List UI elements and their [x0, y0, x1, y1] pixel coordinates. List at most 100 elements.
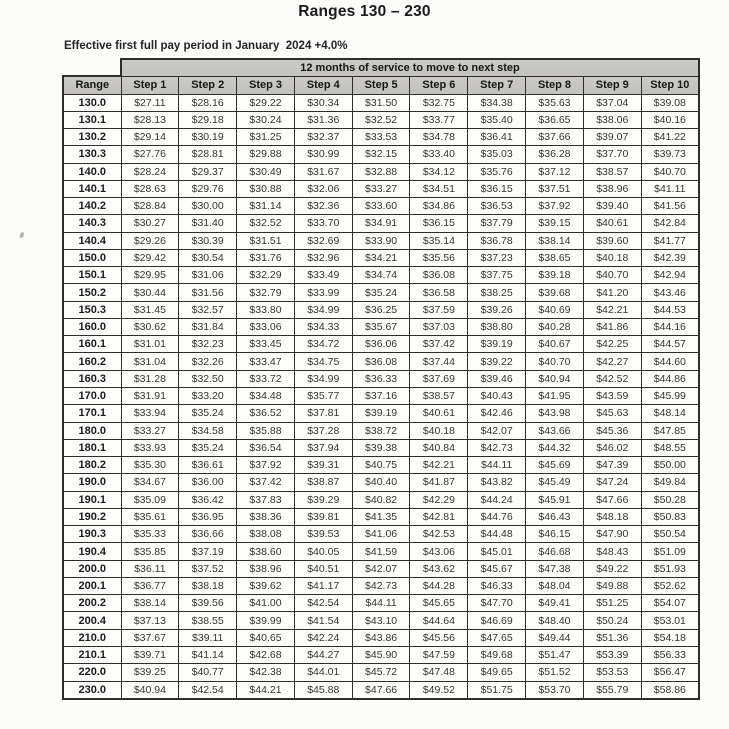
table-row: 130.1 $28.13 $29.18 $30.24 $31.36 $32.52 $33.7…	[62, 110, 700, 130]
step-rate-cell: $48.40	[525, 611, 584, 630]
step-rate-cell: $34.12	[409, 162, 469, 181]
step-rate-cell: $39.53	[293, 525, 353, 544]
step-rate-cell: $28.84	[120, 197, 180, 216]
range-cell: 200.2	[62, 594, 122, 613]
effective-date-note: Effective first full pay period in Janua…	[64, 40, 348, 52]
step-rate-cell: $40.67	[525, 335, 584, 354]
step-rate-cell: $37.03	[409, 317, 469, 337]
step-rate-cell: $36.08	[409, 266, 469, 285]
step-rate-cell: $34.91	[351, 214, 411, 233]
table-row: 150.1 $29.95 $31.06 $32.29 $33.49 $34.74 $36.0…	[62, 266, 700, 285]
step-rate-cell: $45.63	[582, 404, 642, 423]
step-rate-cell: $40.69	[525, 300, 584, 319]
step-rate-cell: $33.45	[236, 335, 295, 354]
step-header: Step 3	[236, 75, 295, 95]
step-rate-cell: $34.99	[293, 300, 353, 319]
step-rate-cell: $49.22	[582, 559, 642, 578]
table-row: 190.0 $34.67 $36.00 $37.42 $38.87 $40.40 $41.8…	[62, 473, 700, 492]
range-cell: 180.0	[62, 421, 122, 440]
step-rate-cell: $31.91	[120, 387, 180, 406]
step-rate-cell: $28.81	[178, 145, 238, 164]
step-rate-cell: $34.21	[351, 248, 411, 268]
step-rate-cell: $55.79	[582, 680, 642, 700]
table-row: 200.0 $36.11 $37.52 $38.96 $40.51 $42.07 $43.6…	[62, 559, 700, 578]
step-rate-cell: $30.24	[236, 110, 295, 130]
step-rate-cell: $41.95	[525, 387, 584, 406]
step-rate-cell: $34.78	[409, 128, 469, 147]
step-rate-cell: $53.53	[582, 663, 642, 682]
step-rate-cell: $34.86	[409, 197, 469, 216]
step-rate-cell: $34.38	[467, 93, 527, 112]
step-rate-cell: $44.86	[640, 369, 700, 389]
range-cell: 190.4	[62, 542, 122, 561]
step-rate-cell: $47.48	[409, 663, 469, 682]
step-rate-cell: $35.14	[409, 231, 469, 250]
step-rate-cell: $32.23	[178, 335, 238, 354]
range-cell: 130.0	[62, 93, 122, 112]
table-row: 230.0 $40.94 $42.54 $44.21 $45.88 $47.66 $49.5…	[62, 680, 700, 700]
step-rate-cell: $35.76	[467, 162, 527, 181]
step-rate-cell: $31.51	[236, 231, 295, 250]
table-row: 190.1 $35.09 $36.42 $37.83 $39.29 $40.82 $42.2…	[62, 490, 700, 509]
step-rate-cell: $49.88	[582, 576, 642, 596]
step-rate-cell: $33.90	[351, 231, 411, 250]
step-rate-cell: $32.69	[293, 231, 353, 250]
step-rate-cell: $32.15	[351, 145, 411, 164]
step-rate-cell: $30.19	[178, 128, 238, 147]
step-rate-cell: $42.46	[467, 404, 527, 423]
step-rate-cell: $40.94	[525, 369, 584, 389]
step-rate-cell: $47.85	[640, 421, 700, 440]
step-rate-cell: $36.78	[467, 231, 527, 250]
step-rate-cell: $38.96	[236, 559, 295, 578]
step-rate-cell: $39.71	[120, 645, 180, 665]
step-rate-cell: $39.29	[293, 490, 353, 509]
step-rate-cell: $36.33	[351, 369, 411, 389]
step-rate-cell: $49.65	[467, 663, 527, 682]
step-rate-cell: $45.01	[467, 542, 527, 561]
step-rate-cell: $47.39	[582, 456, 642, 475]
step-rate-cell: $39.08	[640, 93, 700, 112]
step-rate-cell: $39.31	[293, 456, 353, 475]
step-rate-cell: $45.99	[640, 387, 700, 406]
step-header: Step 6	[409, 75, 469, 95]
step-rate-cell: $58.86	[640, 680, 700, 700]
step-rate-cell: $36.00	[178, 473, 238, 492]
step-rate-cell: $36.54	[236, 438, 295, 458]
step-rate-cell: $40.28	[525, 317, 584, 337]
step-rate-cell: $35.63	[525, 93, 584, 112]
step-rate-cell: $30.39	[178, 231, 238, 250]
step-rate-cell: $48.14	[640, 404, 700, 423]
step-rate-cell: $42.39	[640, 248, 700, 268]
step-rate-cell: $41.87	[409, 473, 469, 492]
table-body: 130.0 $27.11 $28.16 $29.22 $30.34 $31.50 $32.7…	[62, 93, 700, 700]
step-rate-cell: $37.12	[525, 162, 584, 181]
range-cell: 150.3	[62, 300, 122, 319]
step-rate-cell: $36.25	[351, 300, 411, 319]
step-rate-cell: $30.62	[120, 317, 180, 337]
step-rate-cell: $37.94	[293, 438, 353, 458]
step-rate-cell: $41.35	[351, 507, 411, 527]
step-rate-cell: $32.29	[236, 266, 295, 285]
step-rate-cell: $42.73	[467, 438, 527, 458]
step-rate-cell: $33.27	[351, 179, 411, 199]
step-rate-cell: $38.72	[351, 421, 411, 440]
table-row: 160.2 $31.04 $32.26 $33.47 $34.75 $36.08 $37.4…	[62, 352, 700, 371]
step-rate-cell: $39.46	[467, 369, 527, 389]
step-rate-cell: $43.86	[351, 628, 411, 648]
step-rate-cell: $32.36	[293, 197, 353, 216]
step-rate-cell: $33.60	[351, 197, 411, 216]
step-rate-cell: $40.77	[178, 663, 238, 682]
step-rate-cell: $44.53	[640, 300, 700, 319]
step-rate-cell: $35.40	[467, 110, 527, 130]
step-rate-cell: $40.61	[409, 404, 469, 423]
step-rate-cell: $44.01	[293, 663, 353, 682]
step-rate-cell: $31.28	[120, 369, 180, 389]
step-rate-cell: $37.44	[409, 352, 469, 371]
step-rate-cell: $44.57	[640, 335, 700, 354]
step-rate-cell: $39.11	[178, 628, 238, 648]
step-rate-cell: $44.76	[467, 507, 527, 527]
step-rate-cell: $40.05	[293, 542, 353, 561]
step-rate-cell: $35.77	[293, 387, 353, 406]
step-rate-cell: $36.66	[178, 525, 238, 544]
step-rate-cell: $35.24	[178, 404, 238, 423]
